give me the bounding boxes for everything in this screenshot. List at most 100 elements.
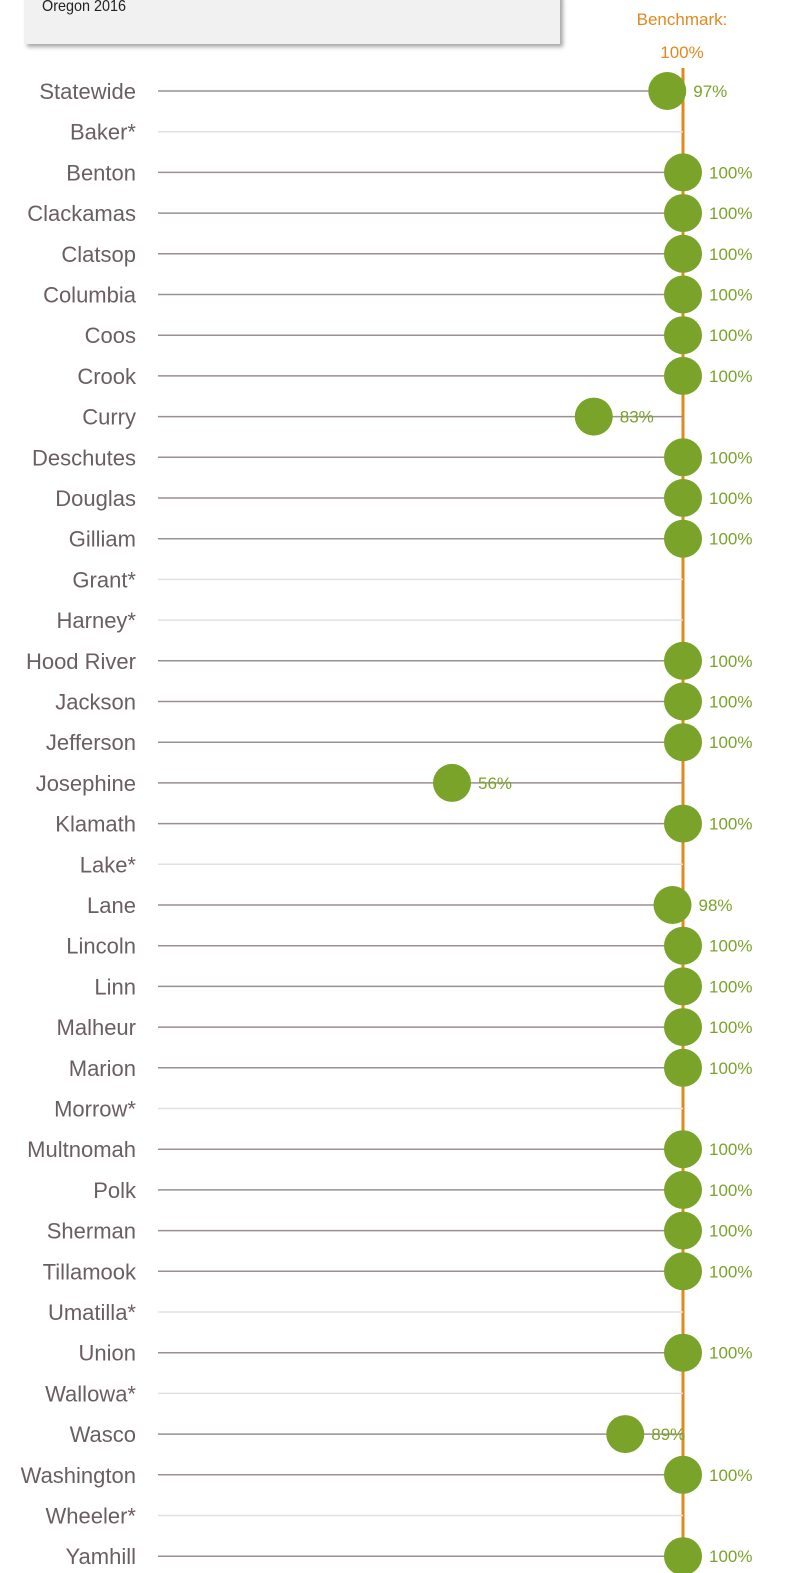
data-point (664, 926, 702, 965)
data-point (653, 886, 692, 924)
data-point (664, 234, 702, 273)
data-point (664, 1008, 702, 1047)
data-point (664, 316, 702, 355)
table-row: Hood River 100% (26, 641, 752, 680)
category-label: Polk (93, 1178, 137, 1203)
data-label: 100% (709, 1262, 752, 1281)
data-label: 100% (709, 530, 752, 549)
data-point (664, 967, 702, 1006)
data-point (664, 275, 702, 314)
table-row: Yamhill 100% (65, 1537, 752, 1573)
data-label: 100% (709, 1547, 752, 1566)
table-row: Josephine 56% (36, 763, 683, 802)
data-label: 89% (651, 1425, 685, 1444)
table-row: Lincoln 100% (66, 926, 752, 965)
table-row: Statewide 97% (39, 72, 727, 110)
table-row: Union 100% (79, 1333, 752, 1372)
data-point (664, 1252, 702, 1291)
category-label: Lake* (80, 852, 137, 877)
table-row: Sherman 100% (47, 1211, 752, 1250)
category-label: Wallowa* (45, 1381, 136, 1406)
data-label: 100% (709, 652, 752, 671)
data-label: 100% (709, 1140, 752, 1159)
category-label: Clatsop (61, 242, 136, 267)
category-label: Klamath (55, 812, 136, 837)
category-label: Grant* (72, 567, 136, 592)
data-point (664, 804, 702, 843)
category-label: Union (79, 1341, 136, 1366)
table-row: Multnomah 100% (27, 1130, 752, 1169)
category-label: Wheeler* (46, 1504, 137, 1529)
table-row: Clatsop 100% (61, 234, 752, 273)
data-label: 100% (709, 733, 752, 752)
category-label: Jackson (55, 690, 136, 715)
data-point (574, 397, 613, 436)
table-row: Linn 100% (94, 967, 752, 1006)
data-point (664, 1455, 702, 1494)
header-box: Oregon 2016 (24, 0, 560, 44)
table-row: Washington 100% (21, 1455, 752, 1494)
table-row: Gilliam 100% (69, 519, 752, 558)
data-point (648, 72, 687, 110)
table-row: Morrow* (54, 1097, 683, 1122)
table-row: Clackamas 100% (27, 194, 752, 233)
table-row: Douglas 100% (55, 479, 752, 517)
data-label: 100% (709, 245, 752, 264)
data-point (664, 1333, 702, 1372)
table-row: Wallowa* (45, 1381, 683, 1406)
data-label: 100% (709, 1059, 752, 1078)
table-row: Harney* (57, 608, 683, 633)
data-point (664, 1170, 702, 1209)
category-label: Washington (21, 1463, 136, 1488)
category-label: Marion (69, 1056, 136, 1081)
category-label: Josephine (36, 771, 136, 796)
table-row: Wheeler* (46, 1504, 683, 1529)
category-label: Crook (77, 364, 137, 389)
category-label: Columbia (43, 283, 137, 308)
data-point (664, 1048, 702, 1087)
category-label: Morrow* (54, 1097, 136, 1122)
category-label: Douglas (55, 486, 136, 511)
data-label: 100% (709, 448, 752, 467)
data-point (664, 194, 702, 233)
category-label: Yamhill (65, 1544, 136, 1569)
category-label: Hood River (26, 649, 136, 674)
data-label: 100% (709, 326, 752, 345)
table-row: Crook 100% (77, 356, 752, 395)
category-label: Benton (66, 160, 136, 185)
data-point (664, 519, 702, 558)
table-row: Jefferson 100% (46, 723, 752, 762)
category-label: Wasco (70, 1422, 136, 1447)
category-label: Coos (85, 323, 136, 348)
category-label: Lincoln (66, 934, 136, 959)
table-row: Marion 100% (69, 1048, 752, 1087)
category-label: Statewide (39, 79, 136, 104)
table-row: Klamath 100% (55, 804, 752, 843)
data-label: 100% (709, 1466, 752, 1485)
category-label: Tillamook (43, 1259, 137, 1284)
table-row: Polk 100% (93, 1170, 752, 1209)
benchmark-label: Benchmark: (637, 10, 728, 29)
data-label: 100% (709, 977, 752, 996)
table-row: Lake* (80, 852, 683, 877)
data-point (664, 153, 702, 192)
table-row: Columbia 100% (43, 275, 752, 314)
data-label: 98% (699, 896, 733, 915)
data-label: 100% (709, 204, 752, 223)
data-label: 100% (709, 693, 752, 712)
data-label: 100% (709, 163, 752, 182)
data-label: 100% (709, 489, 752, 508)
table-row: Wasco 89% (70, 1415, 685, 1454)
data-label: 100% (709, 937, 752, 956)
data-point (664, 641, 702, 680)
data-point (664, 1537, 702, 1573)
data-label: 100% (709, 367, 752, 386)
data-label: 100% (709, 1344, 752, 1363)
data-label: 83% (620, 408, 654, 427)
data-point (664, 1211, 702, 1250)
table-row: Malheur 100% (57, 1008, 752, 1047)
data-point (664, 682, 702, 721)
data-point (664, 1130, 702, 1169)
category-label: Linn (94, 974, 136, 999)
table-row: Grant* (72, 567, 683, 592)
